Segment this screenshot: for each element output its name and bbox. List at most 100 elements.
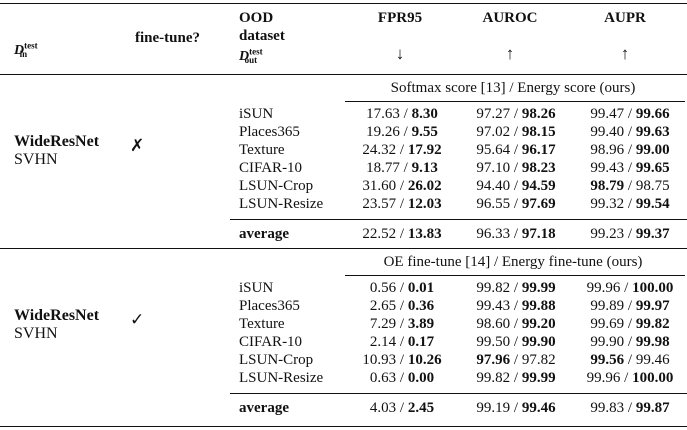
aupr-cell: 99.90 / 99.98 [576,334,684,351]
block-caption: Softmax score [13] / Energy score (ours) [390,80,636,96]
ood-dataset-name: iSUN [239,280,274,296]
value-separator: / [510,160,522,176]
auroc-baseline-value: 98.60 [476,316,511,332]
aupr-baseline-value: 99.83 [590,400,625,416]
value-separator: / [624,160,636,176]
auroc-ours-value: 97.18 [521,226,556,242]
auroc-cell: 97.27 / 98.26 [462,106,570,123]
value-separator: / [396,178,408,194]
fpr-baseline-value: 17.63 [366,106,400,122]
aupr-cell: 98.96 / 99.00 [576,142,684,159]
aupr-cell: 99.96 / 100.00 [576,280,684,297]
value-separator: / [624,178,636,194]
fpr-cell: 2.14 / 0.17 [348,334,456,351]
value-separator: / [624,316,636,332]
fpr-baseline-value: 0.63 [369,370,397,386]
aupr-cell: 99.32 / 99.54 [576,196,684,213]
fpr-ours-value: 8.30 [411,106,438,122]
fpr-baseline-value: 2.14 [369,334,397,350]
aupr-ours-value: 99.98 [635,334,670,350]
average-label: average [239,400,289,416]
fpr-ours-value: 2.45 [407,400,435,416]
caption-underline-rule [345,101,685,102]
aupr-ours-value: 99.97 [635,298,670,314]
fpr-cell: 17.63 / 8.30 [348,106,456,123]
top-rule [0,3,687,4]
aupr-baseline-value: 99.96 [586,280,621,296]
aupr-ours-value: 99.63 [635,124,670,140]
fpr-ours-value: 9.55 [411,124,438,140]
aupr-baseline-value: 98.79 [590,178,625,194]
fpr-ours-value: 10.26 [407,352,442,368]
auroc-ours-value: 99.20 [521,316,556,332]
auroc-cell: 95.64 / 96.17 [462,142,570,159]
average-label: average [239,226,289,242]
value-separator: / [510,196,522,212]
auroc-ours-value: 99.46 [521,400,556,416]
value-separator: / [396,298,408,314]
fpr-cell: 23.57 / 12.03 [348,196,456,213]
aupr-ours-value: 99.66 [635,106,670,122]
value-separator: / [620,370,633,386]
finetune-header: fine-tune? [135,30,200,46]
auroc-baseline-value: 99.50 [476,334,511,350]
aupr-header: AUPR [604,10,646,26]
value-separator: / [510,280,522,296]
fpr-cell: 4.03 / 2.45 [348,400,456,417]
value-separator: / [396,400,408,416]
in-dataset-name: SVHN [14,151,58,168]
aupr-baseline-value: 99.43 [590,160,625,176]
value-separator: / [624,334,636,350]
average-rule [230,393,687,394]
fpr-cell: 2.65 / 0.36 [348,298,456,315]
check-mark-icon: ✓ [130,310,145,329]
aupr-cell: 99.96 / 100.00 [576,370,684,387]
dout-header: Dtestout [239,46,263,66]
value-separator: / [624,142,636,158]
auroc-cell: 99.82 / 99.99 [462,280,570,297]
aupr-baseline-value: 99.23 [590,226,625,242]
value-separator: / [624,226,636,242]
auroc-baseline-value: 97.27 [476,106,511,122]
auroc-cell: 96.55 / 97.69 [462,196,570,213]
auroc-baseline-value: 99.82 [476,280,511,296]
fpr-ours-value: 9.13 [411,160,438,176]
fpr-ours-value: 12.03 [407,196,442,212]
ood-dataset-name: Texture [239,142,285,158]
auroc-baseline-value: 97.10 [476,160,511,176]
auroc-cell: 99.82 / 99.99 [462,370,570,387]
auroc-cell: 96.33 / 97.18 [462,226,570,243]
fpr-baseline-value: 31.60 [362,178,397,194]
auroc-ours-value: 96.17 [521,142,556,158]
aupr-ours-value: 99.37 [635,226,670,242]
auroc-cell: 97.96 / 97.82 [462,352,570,369]
value-separator: / [396,280,408,296]
value-separator: / [510,298,522,314]
aupr-ours-value: 99.54 [635,196,670,212]
aupr-baseline-value: 99.90 [590,334,625,350]
fpr-baseline-value: 2.65 [369,298,397,314]
fpr-baseline-value: 10.93 [362,352,397,368]
value-separator: / [620,280,633,296]
fpr-header: FPR95 [377,10,423,26]
auroc-baseline-value: 99.82 [476,370,511,386]
bottom-rule [0,426,687,427]
aupr-cell: 99.83 / 99.87 [576,400,684,417]
value-separator: / [396,316,408,332]
value-separator: / [399,160,412,176]
value-separator: / [510,334,522,350]
aupr-ours-value: 99.00 [635,142,670,158]
aupr-baseline-value: 99.69 [590,316,625,332]
aupr-cell: 99.56 / 99.46 [576,352,684,369]
fpr-ours-value: 0.01 [407,280,435,296]
aupr-cell: 99.69 / 99.82 [576,316,684,333]
aupr-ours-value: 98.75 [635,178,670,194]
ood-dataset-name: Places365 [239,124,300,140]
ood-dataset-name: LSUN-Resize [239,370,324,386]
auroc-header: AUROC [482,10,538,26]
value-separator: / [624,352,636,368]
value-separator: / [624,400,636,416]
fpr-ours-value: 0.00 [407,370,435,386]
auroc-ours-value: 99.99 [521,370,556,386]
aupr-baseline-value: 99.89 [590,298,625,314]
